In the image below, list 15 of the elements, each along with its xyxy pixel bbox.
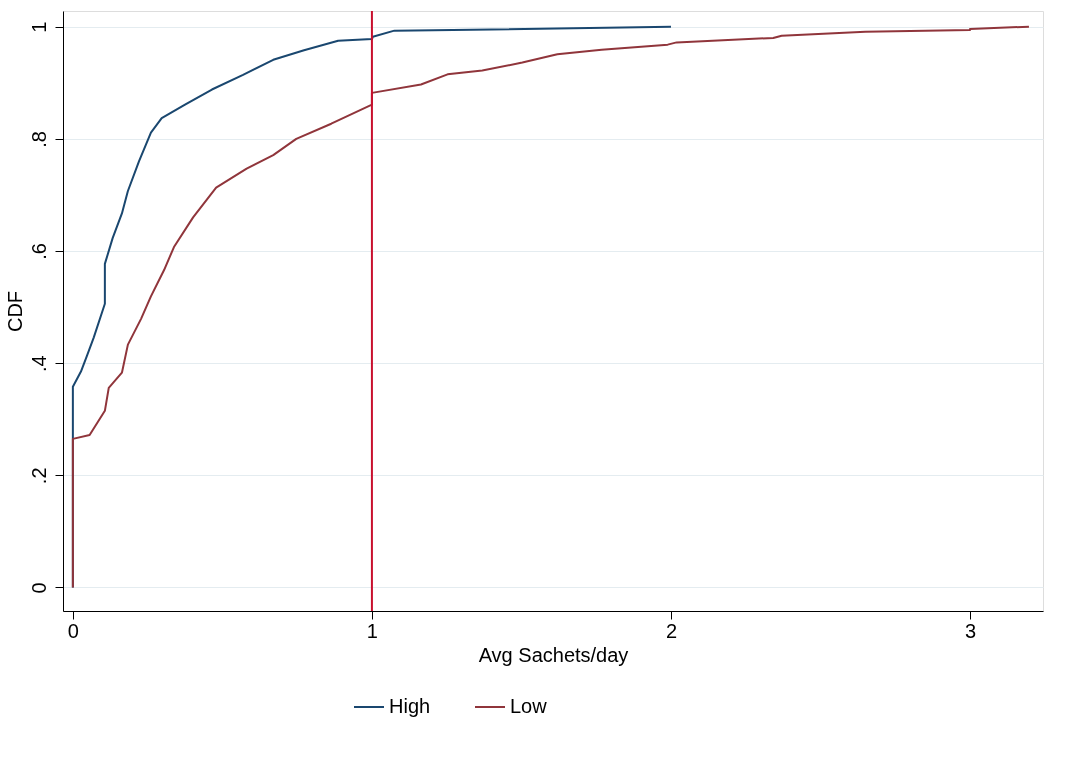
y-tick-label: 1 [27, 21, 50, 33]
x-tick-label: 0 [67, 619, 79, 642]
y-tick-label: .6 [27, 243, 50, 260]
legend-label: High [389, 695, 431, 717]
line-series [71, 25, 1030, 589]
x-axis-title: Avg Sachets/day [478, 643, 629, 666]
y-tick-label: .2 [27, 467, 50, 485]
x-tick-label: 1 [366, 619, 378, 642]
x-tick-label: 3 [964, 619, 977, 642]
y-tick-label: .8 [27, 131, 50, 148]
x-tick-label: 2 [665, 619, 678, 642]
y-axis-title: CDF [3, 290, 26, 333]
y-tick-label: .4 [27, 355, 50, 372]
y-tick-label: 0 [27, 582, 50, 594]
legend-label: Low [510, 695, 548, 717]
